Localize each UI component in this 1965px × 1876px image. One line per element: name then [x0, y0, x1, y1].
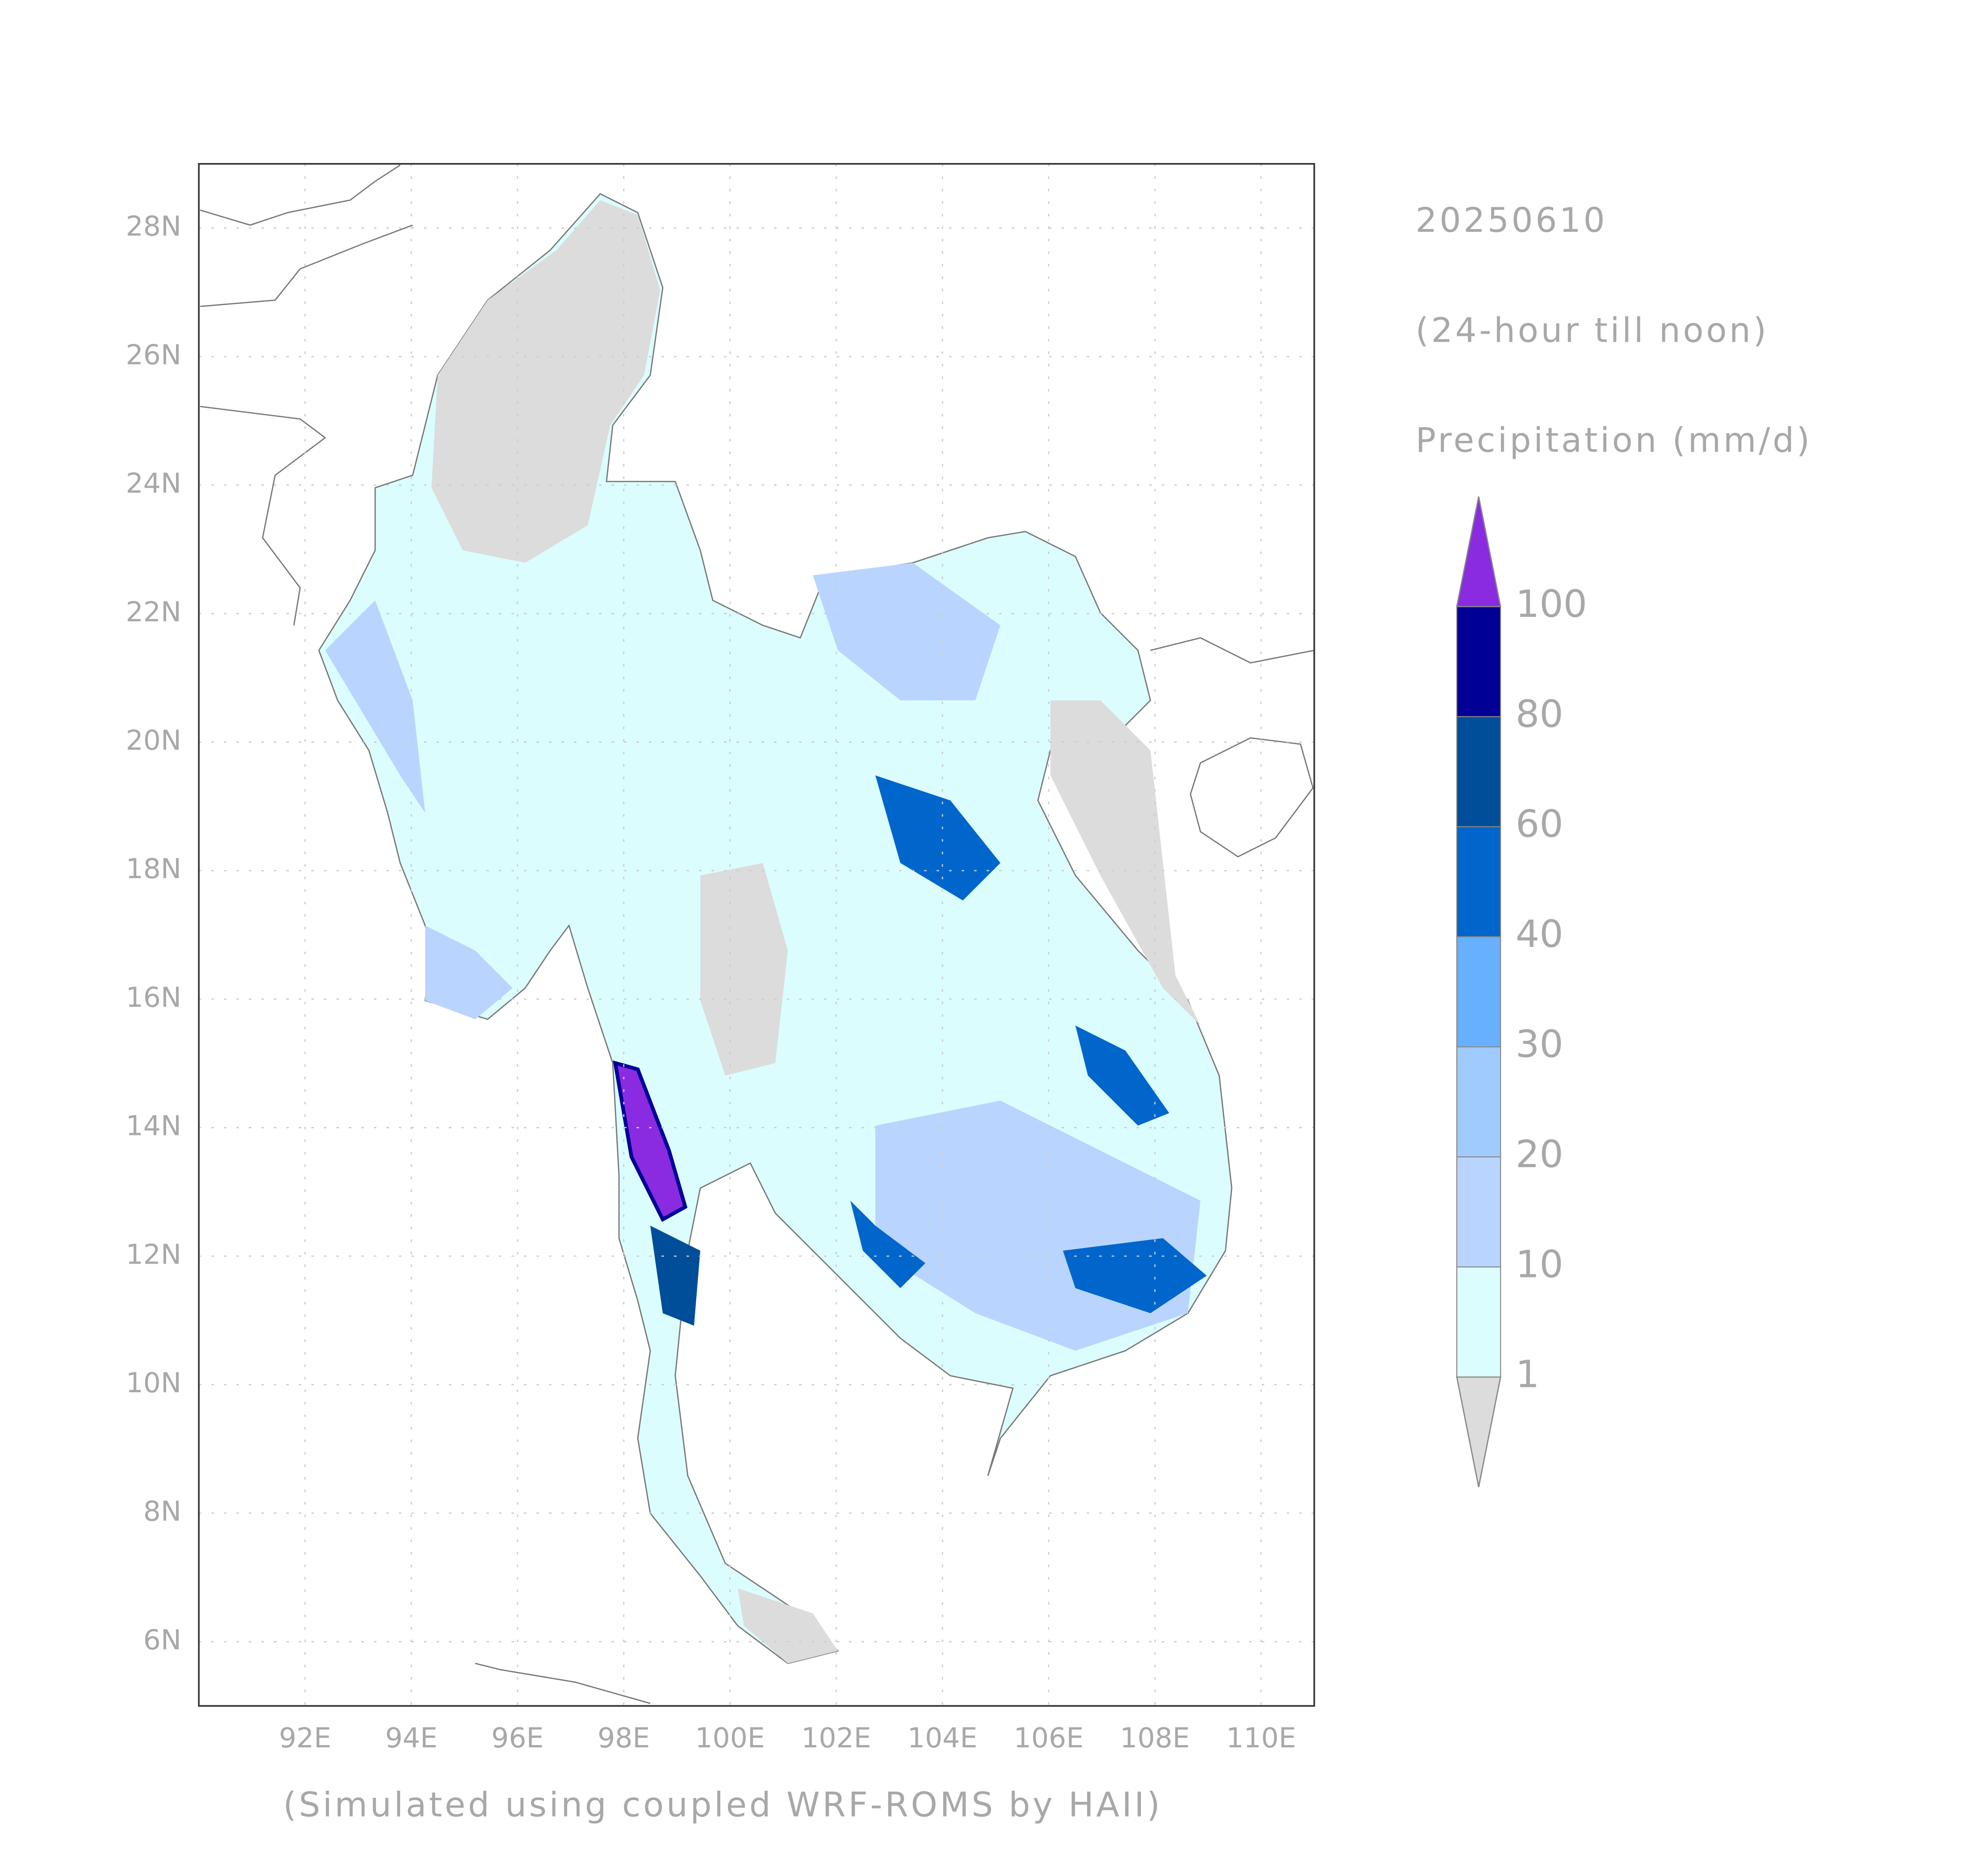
y-tick-label: 14N: [126, 1110, 181, 1142]
y-tick-label: 16N: [126, 981, 181, 1013]
x-tick-label: 94E: [385, 1722, 437, 1754]
colorbar-label: 30: [1516, 1022, 1564, 1066]
colorbar-box: [1456, 936, 1501, 1047]
coastline: [200, 164, 401, 226]
y-tick-label: 6N: [143, 1624, 181, 1656]
coastline: [475, 1662, 651, 1704]
basemap: [200, 164, 1315, 1704]
dry-area: [700, 863, 788, 1076]
x-tick-label: 108E: [1120, 1722, 1190, 1754]
heavy-rain: [1063, 1238, 1207, 1313]
x-tick-label: 92E: [279, 1722, 331, 1754]
colorbar-box: [1456, 606, 1501, 717]
x-tick-label: 100E: [695, 1722, 765, 1754]
colorbar-box: [1456, 716, 1501, 827]
y-tick-label: 18N: [126, 853, 181, 885]
period: (24-hour till noon): [1416, 310, 1769, 350]
colorbar-box: [1456, 826, 1501, 938]
coastline: [1150, 637, 1315, 664]
coastline: [200, 406, 326, 626]
dry-area: [738, 1588, 838, 1663]
colorbar-box: [1456, 1156, 1501, 1268]
heavy-rain: [613, 1060, 688, 1222]
map-frame: [198, 163, 1315, 1707]
colorbar-label: 100: [1516, 582, 1587, 626]
colorbar-label: 60: [1516, 802, 1564, 846]
y-tick-label: 22N: [126, 596, 181, 628]
coastline: [200, 224, 413, 307]
wet-area: [325, 600, 426, 813]
heavy-rain: [850, 1201, 926, 1288]
island: [1190, 737, 1314, 858]
y-tick-label: 10N: [126, 1367, 181, 1399]
heavy-rain: [650, 1226, 701, 1326]
y-tick-label: 28N: [126, 210, 181, 243]
x-tick-label: 96E: [491, 1722, 544, 1754]
heavy-rain: [1075, 1026, 1170, 1126]
x-tick-label: 106E: [1014, 1722, 1083, 1754]
colorbar-label: 40: [1516, 912, 1564, 956]
dry-area: [1050, 700, 1201, 1026]
y-tick-label: 12N: [126, 1238, 181, 1270]
wet-area: [425, 925, 513, 1019]
colorbar-label: 20: [1516, 1132, 1564, 1176]
colorbar: 1 10 20 30 40 60 80 100: [1456, 496, 1587, 1487]
footer: (Simulated using coupled WRF-ROMS by HAI…: [283, 1785, 1162, 1825]
colorbar-label: 1: [1516, 1353, 1539, 1396]
colorbar-label: 10: [1516, 1242, 1564, 1286]
colorbar-under: [1456, 1376, 1501, 1487]
colorbar-box: [1456, 1046, 1501, 1158]
colorbar-box: [1456, 1266, 1501, 1378]
x-tick-label: 104E: [907, 1722, 977, 1754]
x-tick-label: 102E: [801, 1722, 871, 1754]
x-tick-label: 98E: [598, 1722, 650, 1754]
heavy-rain: [875, 775, 1001, 900]
y-tick-label: 26N: [126, 339, 181, 371]
dry-area: [431, 200, 661, 563]
y-tick-label: 24N: [126, 467, 181, 499]
x-tick-label: 110E: [1226, 1722, 1296, 1754]
colorbar-label: 80: [1516, 692, 1564, 736]
ticks: 92E 94E 96E 98E 100E 102E 104E 106E 108E 110E 6N 8N…: [126, 210, 1296, 1754]
colorbar-over: [1456, 496, 1501, 607]
variable: Precipitation (mm/d): [1416, 421, 1812, 460]
y-tick-label: 20N: [126, 724, 181, 757]
y-tick-label: 8N: [143, 1495, 181, 1528]
date: 20250610: [1416, 201, 1608, 240]
wet-area: [813, 563, 1001, 700]
